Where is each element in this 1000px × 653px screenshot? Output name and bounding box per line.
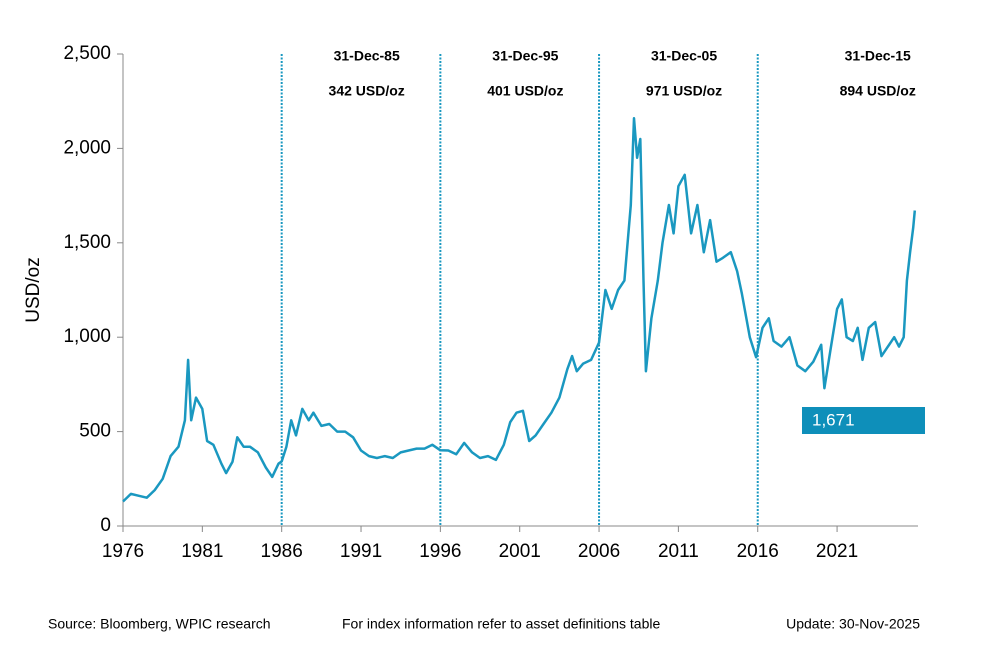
annotation-price: 971 USD/oz — [646, 83, 722, 99]
x-tick-label: 2011 — [658, 541, 699, 562]
x-tick-label: 2006 — [578, 541, 620, 562]
y-tick-label: 1,000 — [63, 326, 111, 347]
y-tick-label: 2,000 — [63, 137, 111, 158]
x-tick-label: 2021 — [816, 541, 858, 562]
annotation-price: 894 USD/oz — [840, 83, 916, 99]
footer-note: For index information refer to asset def… — [342, 616, 660, 632]
x-tick-label: 2001 — [499, 541, 541, 562]
price-line — [122, 116, 917, 503]
value-box-label: 1,671 — [812, 410, 855, 429]
x-tick-label: 1976 — [102, 541, 144, 562]
y-tick-label: 500 — [79, 421, 111, 442]
annotation-date: 31-Dec-05 — [651, 48, 717, 64]
x-tick-label: 2016 — [737, 541, 779, 562]
footer-source: Source: Bloomberg, WPIC research — [48, 616, 271, 632]
footer-update: Update: 30-Nov-2025 — [786, 616, 920, 632]
annotation-date: 31-Dec-95 — [492, 48, 558, 64]
annotation-price: 401 USD/oz — [487, 83, 563, 99]
annotation-date: 31-Dec-15 — [845, 48, 911, 64]
x-tick-label: 1996 — [419, 541, 461, 562]
x-tick-label: 1986 — [261, 541, 303, 562]
y-tick-label: 2,500 — [63, 43, 111, 64]
y-tick-label: 0 — [100, 515, 111, 536]
x-tick-label: 1981 — [181, 541, 223, 562]
y-tick-label: 1,500 — [63, 232, 111, 253]
x-tick-label: 1991 — [340, 541, 382, 562]
annotation-price: 342 USD/oz — [329, 83, 405, 99]
y-axis-label: USD/oz — [23, 257, 44, 322]
annotation-date: 31-Dec-85 — [334, 48, 400, 64]
value-box — [802, 407, 925, 434]
